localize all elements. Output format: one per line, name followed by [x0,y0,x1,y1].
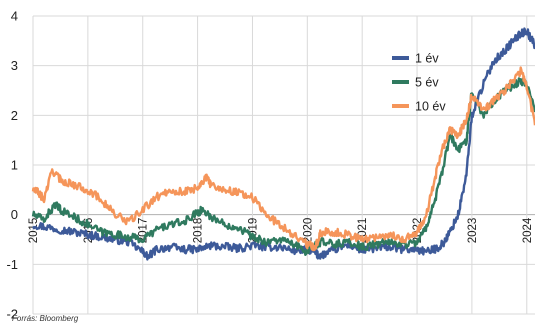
source-note: Forrás: Bloomberg [12,314,79,323]
y-tick-label: 0 [11,207,18,222]
y-tick-label: 2 [11,108,18,123]
legend-label: 1 év [415,52,439,66]
series-line-3 [31,66,535,252]
y-tick-label: 3 [11,58,18,73]
series-line-1 [31,27,535,261]
legend-label: 10 év [415,100,446,114]
y-tick-label: -2 [6,307,18,322]
legend-label: 5 év [415,76,439,90]
grid-lines [32,15,535,315]
x-tick-label: 2024 [522,217,534,243]
y-tick-label: 4 [11,9,18,24]
x-tick-label: 2015 [28,218,40,244]
x-tick-label: 2023 [467,218,479,244]
y-tick-label: -1 [6,257,18,272]
series-lines [31,27,535,261]
y-axis-tick-labels: 4 3 2 1 0 -1 -2 [6,9,18,322]
legend: 1 év 5 év 10 év [392,52,446,114]
x-tick-label: 2018 [193,218,205,244]
y-tick-label: 1 [11,158,18,173]
x-tick-label: 2020 [302,218,314,244]
